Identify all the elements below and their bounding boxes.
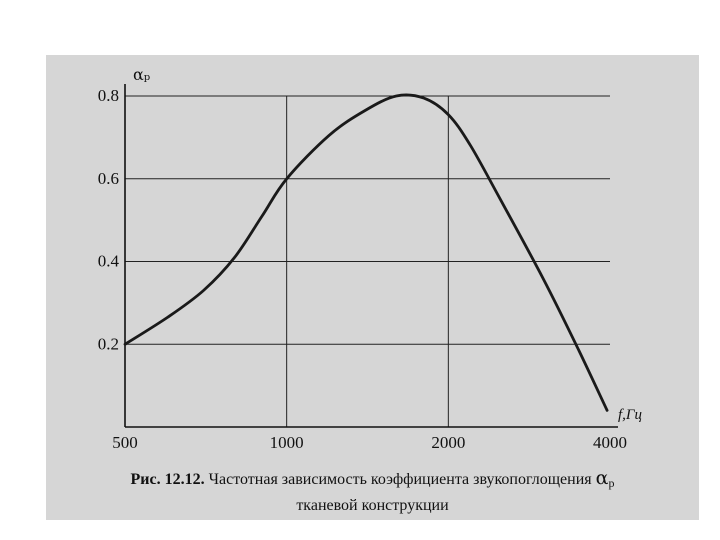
y-tick-label: 0.2 [98, 334, 119, 353]
y-tick-label: 0.6 [98, 169, 119, 188]
x-tick-label: 2000 [431, 433, 465, 452]
y-tick-labels: 0.2 0.4 0.6 0.8 [98, 86, 120, 353]
series-group [123, 93, 609, 412]
chart-area [46, 55, 699, 520]
caption-symbol-sub: р [608, 476, 615, 490]
y-axis-label: αₚ [133, 65, 150, 84]
figure-caption-line1: Рис. 12.12. Частотная зависимость коэффи… [46, 467, 699, 491]
caption-text: Частотная зависимость коэффициента звуко… [208, 471, 592, 488]
grid-lines [125, 95, 610, 427]
figure-caption-line2: тканевой конструкции [296, 497, 449, 514]
x-axis-label: f,Гц [618, 407, 642, 423]
axes [124, 84, 618, 428]
caption-symbol: α [595, 467, 609, 489]
x-tick-labels: 500 1000 2000 4000 [112, 433, 627, 452]
x-tick-label: 500 [112, 433, 138, 452]
y-tick-label: 0.4 [98, 252, 120, 271]
y-tick-label: 0.8 [98, 86, 119, 105]
series-line [123, 93, 609, 412]
x-tick-label: 4000 [593, 433, 627, 452]
x-tick-label: 1000 [270, 433, 304, 452]
figure-label: Рис. 12.12. [130, 471, 205, 488]
